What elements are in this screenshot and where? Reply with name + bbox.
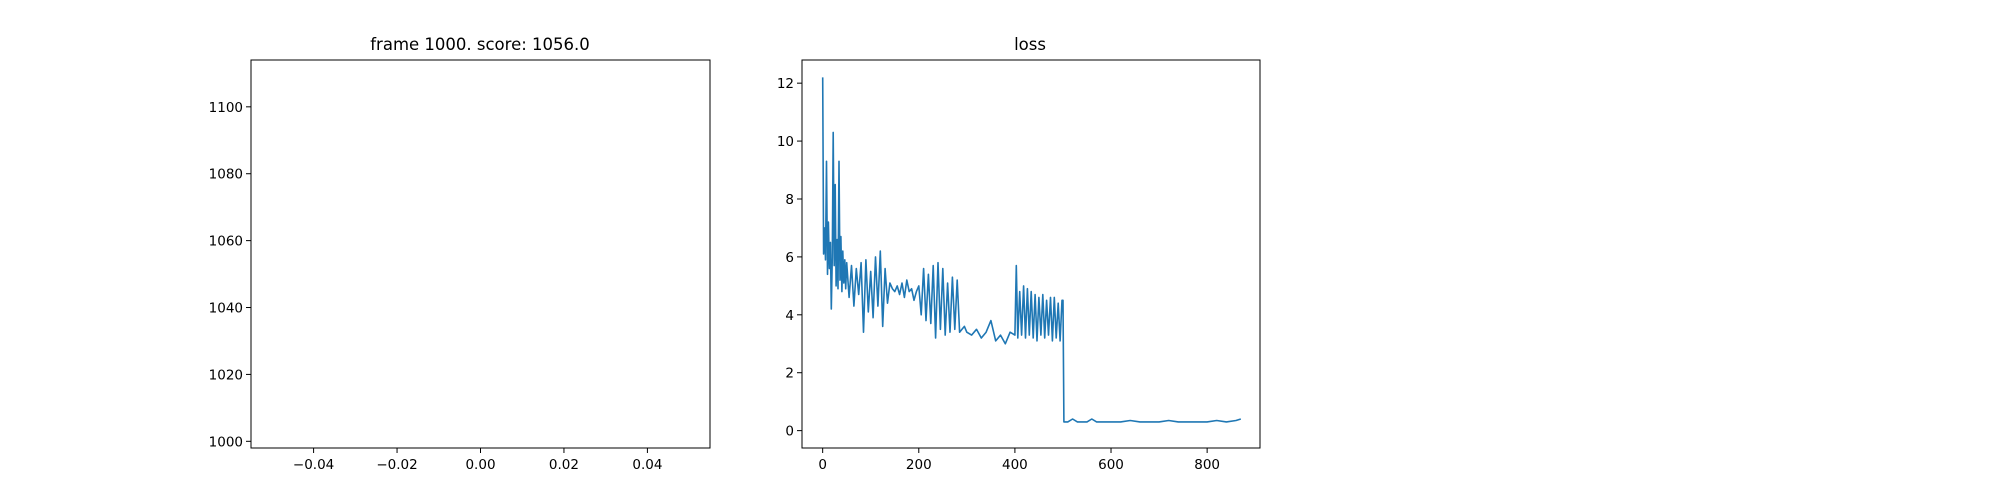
y-tick-label: 1020 — [209, 367, 243, 383]
y-tick-label: 1060 — [209, 234, 243, 250]
x-tick-label: −0.02 — [376, 457, 417, 473]
x-tick-label: 0.00 — [465, 457, 495, 473]
tick-group: 0 200 400 600 800 0 2 4 6 8 10 12 — [777, 76, 1220, 473]
x-tick-label: 400 — [1002, 457, 1028, 473]
y-tick-label: 6 — [785, 250, 794, 266]
x-tick-label: −0.04 — [293, 457, 334, 473]
y-tick-label: 1040 — [209, 301, 243, 317]
x-tick-label: 0.04 — [632, 457, 662, 473]
x-tick-label: 0 — [818, 457, 827, 473]
x-tick-label: 800 — [1194, 457, 1220, 473]
series-line-loss — [821, 77, 1242, 423]
score-chart: frame 1000. score: 1056.0 −0.04 −0.02 0.00… — [209, 35, 711, 473]
series-group — [821, 77, 1242, 423]
y-tick-label: 8 — [785, 192, 794, 208]
x-tick-label: 200 — [906, 457, 932, 473]
x-tick-label: 600 — [1098, 457, 1124, 473]
y-tick-label: 4 — [785, 308, 794, 324]
y-tick-label: 1000 — [209, 434, 243, 450]
y-tick-label: 1080 — [209, 167, 243, 183]
axes-frame — [801, 59, 1261, 449]
y-tick-label: 0 — [785, 424, 794, 440]
axes-frame — [250, 59, 711, 449]
tick-group: −0.04 −0.02 0.00 0.02 0.04 1000 1020 1040 1060 10… — [209, 100, 663, 473]
chart-title: frame 1000. score: 1056.0 — [370, 35, 590, 54]
y-tick-label: 10 — [777, 134, 794, 150]
y-tick-label: 1100 — [209, 100, 243, 116]
y-tick-label: 2 — [785, 366, 794, 382]
loss-chart: loss 0 200 400 600 800 0 2 4 6 8 10 12 — [777, 35, 1261, 473]
x-tick-label: 0.02 — [549, 457, 579, 473]
chart-title: loss — [1014, 35, 1046, 54]
y-tick-label: 12 — [777, 76, 794, 92]
